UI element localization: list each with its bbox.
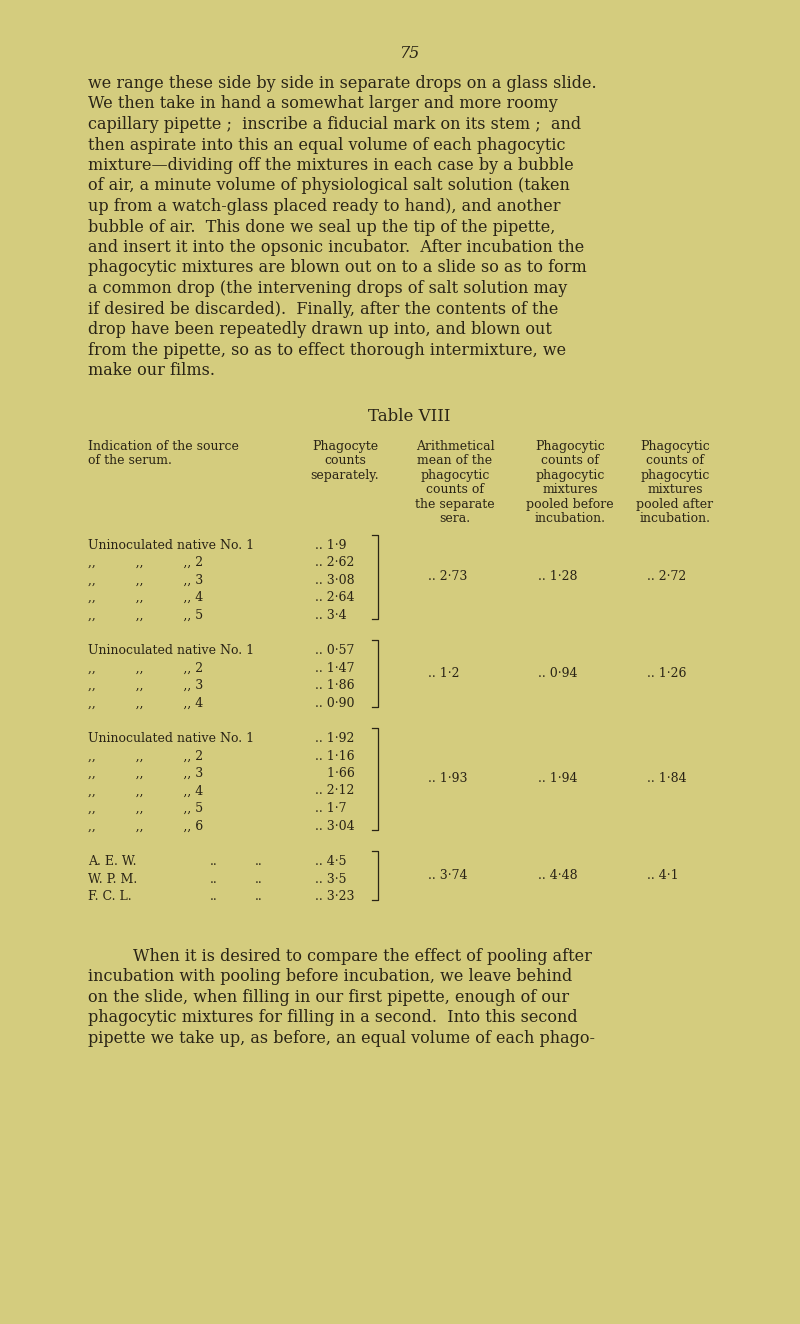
Text: .. 3·08: .. 3·08 — [315, 573, 354, 587]
Text: .. 0·57: .. 0·57 — [315, 643, 354, 657]
Text: .. 1·86: .. 1·86 — [315, 679, 354, 692]
Text: .. 1·16: .. 1·16 — [315, 749, 354, 763]
Text: Phagocytic: Phagocytic — [640, 440, 710, 453]
Text: ..: .. — [210, 855, 218, 869]
Text: separately.: separately. — [310, 469, 379, 482]
Text: up from a watch-glass placed ready to hand), and another: up from a watch-glass placed ready to ha… — [88, 199, 561, 214]
Text: ,,          ,,          ,, 3: ,, ,, ,, 3 — [88, 573, 203, 587]
Text: .. 2·64: .. 2·64 — [315, 591, 354, 604]
Text: make our films.: make our films. — [88, 361, 215, 379]
Text: A. E. W.: A. E. W. — [88, 855, 137, 869]
Text: phagocytic: phagocytic — [420, 469, 490, 482]
Text: phagocytic mixtures for filling in a second.  Into this second: phagocytic mixtures for filling in a sec… — [88, 1009, 578, 1026]
Text: ,,          ,,          ,, 4: ,, ,, ,, 4 — [88, 696, 203, 710]
Text: .. 1·9: .. 1·9 — [315, 539, 346, 552]
Text: a common drop (the intervening drops of salt solution may: a common drop (the intervening drops of … — [88, 279, 567, 297]
Text: on the slide, when filling in our first pipette, enough of our: on the slide, when filling in our first … — [88, 989, 569, 1005]
Text: ..: .. — [255, 873, 262, 886]
Text: .. 4·5: .. 4·5 — [315, 855, 346, 869]
Text: .. 3·23: .. 3·23 — [315, 890, 354, 903]
Text: pipette we take up, as before, an equal volume of each phago-: pipette we take up, as before, an equal … — [88, 1030, 595, 1046]
Text: from the pipette, so as to effect thorough intermixture, we: from the pipette, so as to effect thorou… — [88, 342, 566, 359]
Text: and insert it into the opsonic incubator.  After incubation the: and insert it into the opsonic incubator… — [88, 240, 584, 256]
Text: ,,          ,,          ,, 5: ,, ,, ,, 5 — [88, 802, 203, 816]
Text: counts of: counts of — [541, 454, 599, 467]
Text: ..: .. — [210, 890, 218, 903]
Text: pooled before: pooled before — [526, 498, 614, 511]
Text: ,,          ,,          ,, 4: ,, ,, ,, 4 — [88, 785, 203, 797]
Text: of the serum.: of the serum. — [88, 454, 172, 467]
Text: .. 2·62: .. 2·62 — [315, 556, 354, 569]
Text: .. 2·72: .. 2·72 — [647, 571, 686, 583]
Text: .. 4·1: .. 4·1 — [647, 869, 678, 882]
Text: capillary pipette ;  inscribe a fiducial mark on its stem ;  and: capillary pipette ; inscribe a fiducial … — [88, 117, 581, 132]
Text: mixture—dividing off the mixtures in each case by a bubble: mixture—dividing off the mixtures in eac… — [88, 158, 574, 173]
Text: counts of: counts of — [646, 454, 704, 467]
Text: counts: counts — [324, 454, 366, 467]
Text: ,,          ,,          ,, 3: ,, ,, ,, 3 — [88, 679, 203, 692]
Text: then aspirate into this an equal volume of each phagocytic: then aspirate into this an equal volume … — [88, 136, 566, 154]
Text: if desired be discarded).  Finally, after the contents of the: if desired be discarded). Finally, after… — [88, 301, 558, 318]
Text: ,,          ,,          ,, 2: ,, ,, ,, 2 — [88, 749, 203, 763]
Text: .. 0·90: .. 0·90 — [315, 696, 354, 710]
Text: ..: .. — [255, 890, 262, 903]
Text: ,,          ,,          ,, 2: ,, ,, ,, 2 — [88, 662, 203, 674]
Text: F. C. L.: F. C. L. — [88, 890, 132, 903]
Text: .. 2·12: .. 2·12 — [315, 785, 354, 797]
Text: pooled after: pooled after — [637, 498, 714, 511]
Text: .. 1·93: .. 1·93 — [428, 772, 467, 785]
Text: W. P. M.: W. P. M. — [88, 873, 138, 886]
Text: ,,          ,,          ,, 4: ,, ,, ,, 4 — [88, 591, 203, 604]
Text: counts of: counts of — [426, 483, 484, 496]
Text: .. 1·28: .. 1·28 — [538, 571, 578, 583]
Text: phagocytic mixtures are blown out on to a slide so as to form: phagocytic mixtures are blown out on to … — [88, 260, 586, 277]
Text: .. 1·47: .. 1·47 — [315, 662, 354, 674]
Text: the separate: the separate — [415, 498, 495, 511]
Text: We then take in hand a somewhat larger and more roomy: We then take in hand a somewhat larger a… — [88, 95, 558, 113]
Text: incubation with pooling before incubation, we leave behind: incubation with pooling before incubatio… — [88, 968, 572, 985]
Text: of air, a minute volume of physiological salt solution (taken: of air, a minute volume of physiological… — [88, 177, 570, 195]
Text: .. 3·4: .. 3·4 — [315, 609, 346, 621]
Text: .. 1·84: .. 1·84 — [647, 772, 686, 785]
Text: bubble of air.  This done we seal up the tip of the pipette,: bubble of air. This done we seal up the … — [88, 218, 555, 236]
Text: Indication of the source: Indication of the source — [88, 440, 239, 453]
Text: .. 3·5: .. 3·5 — [315, 873, 346, 886]
Text: Arithmetical: Arithmetical — [416, 440, 494, 453]
Text: Table VIII: Table VIII — [368, 408, 450, 425]
Text: .. 1·92: .. 1·92 — [315, 732, 354, 745]
Text: .. 4·48: .. 4·48 — [538, 869, 578, 882]
Text: drop have been repeatedly drawn up into, and blown out: drop have been repeatedly drawn up into,… — [88, 320, 552, 338]
Text: ,,          ,,          ,, 6: ,, ,, ,, 6 — [88, 820, 203, 833]
Text: mixtures: mixtures — [647, 483, 702, 496]
Text: .. 1·94: .. 1·94 — [538, 772, 578, 785]
Text: phagocytic: phagocytic — [535, 469, 605, 482]
Text: .. 0·94: .. 0·94 — [538, 667, 578, 679]
Text: Phagocyte: Phagocyte — [312, 440, 378, 453]
Text: .. 1·7: .. 1·7 — [315, 802, 346, 816]
Text: Phagocytic: Phagocytic — [535, 440, 605, 453]
Text: ,,          ,,          ,, 2: ,, ,, ,, 2 — [88, 556, 203, 569]
Text: .. 1·2: .. 1·2 — [428, 667, 459, 679]
Text: mixtures: mixtures — [542, 483, 598, 496]
Text: incubation.: incubation. — [534, 512, 606, 526]
Text: we range these side by side in separate drops on a glass slide.: we range these side by side in separate … — [88, 75, 597, 91]
Text: Uninoculated native No. 1: Uninoculated native No. 1 — [88, 643, 254, 657]
Text: ..: .. — [210, 873, 218, 886]
Text: 75: 75 — [399, 45, 419, 62]
Text: incubation.: incubation. — [639, 512, 710, 526]
Text: ,,          ,,          ,, 5: ,, ,, ,, 5 — [88, 609, 203, 621]
Text: ,,          ,,          ,, 3: ,, ,, ,, 3 — [88, 767, 203, 780]
Text: .. 3·04: .. 3·04 — [315, 820, 354, 833]
Text: sera.: sera. — [439, 512, 470, 526]
Text: .. 2·73: .. 2·73 — [428, 571, 467, 583]
Text: .. 1·26: .. 1·26 — [647, 667, 686, 679]
Text: mean of the: mean of the — [418, 454, 493, 467]
Text: Uninoculated native No. 1: Uninoculated native No. 1 — [88, 539, 254, 552]
Text: Uninoculated native No. 1: Uninoculated native No. 1 — [88, 732, 254, 745]
Text: .. 3·74: .. 3·74 — [428, 869, 467, 882]
Text: 1·66: 1·66 — [315, 767, 355, 780]
Text: When it is desired to compare the effect of pooling after: When it is desired to compare the effect… — [133, 948, 592, 964]
Text: phagocytic: phagocytic — [640, 469, 710, 482]
Text: ..: .. — [255, 855, 262, 869]
